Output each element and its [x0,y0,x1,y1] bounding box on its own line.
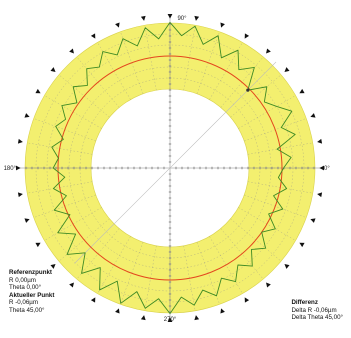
delta-r-value: Delta R -0,06µm [291,306,337,314]
edge-marker-triangle [317,138,323,144]
current-point-heading: Aktueller Punkt [9,291,55,299]
current-point-direction-line [74,61,277,264]
edge-marker-triangle [35,242,41,248]
edge-marker-triangle [244,297,250,303]
reference-r-value: R 0,00µm [9,276,36,284]
edge-marker-triangle [35,88,41,94]
reference-theta-value: Theta 0,00° [9,284,42,292]
edge-marker-triangle [50,264,56,269]
edge-marker-triangle [266,48,271,54]
edge-marker-triangle [310,218,316,223]
edge-marker-triangle [220,308,225,314]
edge-marker-triangle [115,308,120,314]
edge-marker-triangle [299,242,305,248]
current-theta-value: Theta 45,00° [9,306,45,314]
reference-heading: Referenzpunkt [9,269,52,276]
angle-label-270: 270° [164,317,177,323]
edge-marker-triangle [69,48,74,54]
edge-marker-triangle [194,15,200,21]
edge-marker-triangle [284,67,290,72]
edge-marker-triangle [90,297,96,303]
edge-marker-triangle [194,315,200,321]
edge-marker-triangle [220,22,225,28]
delta-theta-value: Delta Theta 45,00° [291,314,343,322]
edge-marker-triangle [115,22,120,28]
edge-marker-triangle [167,317,173,322]
edge-marker-triangle [319,165,324,171]
edge-marker-triangle [140,315,146,321]
angle-label-90: 90° [177,16,187,22]
info-panel-right: Differenz Delta R -0,06µm Delta Theta 45… [291,299,343,322]
reference-circle [57,55,283,281]
angle-label-0: 0° [324,166,330,172]
edge-marker-triangle [244,33,250,39]
current-point-marker [246,88,250,92]
edge-marker-triangle [317,192,323,198]
edge-marker-triangle [24,113,30,118]
edge-marker-triangle [266,282,271,288]
edge-marker-triangle [50,67,56,72]
difference-heading: Differenz [291,299,318,306]
current-r-value: R -0,06µm [9,299,39,307]
edge-marker-triangle [17,138,23,144]
edge-marker-triangle [90,33,96,39]
edge-marker-triangle [310,113,316,118]
edge-marker-triangle [299,88,305,94]
edge-marker-triangle [167,14,173,19]
edge-marker-triangle [69,282,74,288]
info-panel-left: Referenzpunkt R 0,00µm Theta 0,00° Aktue… [9,269,54,315]
edge-marker-triangle [16,165,21,171]
edge-marker-triangle [17,192,23,198]
edge-marker-triangle [140,15,146,21]
profile-series-line [51,21,296,315]
edge-marker-triangle [24,218,30,223]
angle-label-180: 180° [4,166,17,172]
edge-marker-triangle [284,264,290,269]
